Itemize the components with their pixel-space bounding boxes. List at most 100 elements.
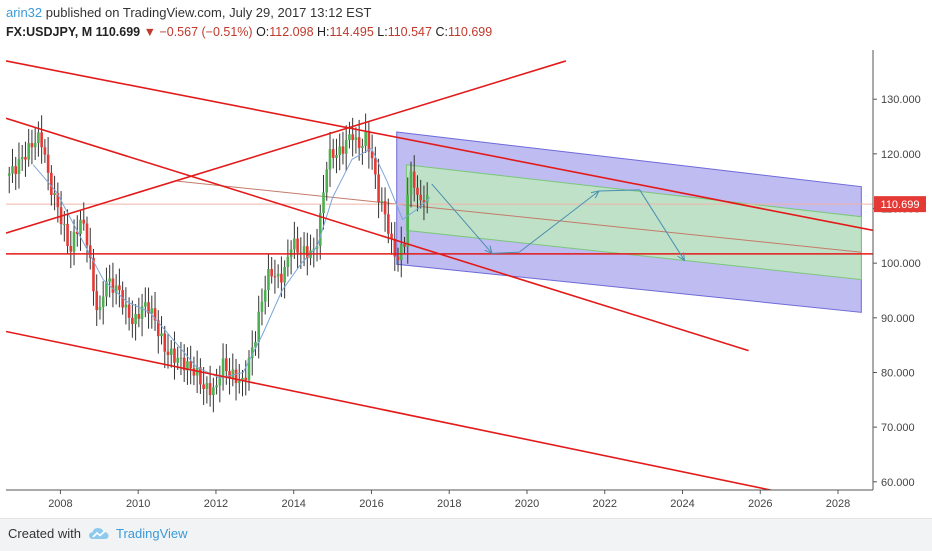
candle-body	[377, 174, 380, 203]
y-tick-label: 80.000	[881, 367, 915, 379]
candle-body	[380, 201, 384, 203]
candle-body	[335, 155, 338, 158]
y-tick-label: 60.000	[881, 477, 915, 489]
candle-body	[105, 281, 108, 297]
candle-body	[202, 384, 205, 390]
candle-body	[293, 238, 296, 250]
candle-body	[361, 145, 364, 148]
candle-body	[286, 256, 290, 268]
candle-body	[118, 285, 121, 291]
candle-body	[17, 159, 21, 175]
x-tick-label: 2010	[126, 498, 150, 510]
author-link[interactable]: arin32	[6, 5, 43, 20]
candle-body	[114, 285, 118, 293]
channel-median-line	[177, 180, 862, 253]
candle-body	[357, 137, 361, 148]
candle-body	[156, 320, 160, 337]
candle-body	[302, 246, 306, 255]
candle-body	[66, 223, 69, 246]
candle-body	[396, 256, 400, 261]
candle-body	[263, 290, 267, 302]
candle-body	[147, 302, 150, 314]
x-tick-label: 2022	[592, 498, 616, 510]
candle-body	[257, 311, 261, 342]
candle-body	[88, 245, 92, 258]
x-tick-label: 2020	[515, 498, 539, 510]
candle-body	[322, 192, 325, 214]
candle-body	[53, 192, 56, 196]
candle-body	[260, 301, 264, 312]
candle-body	[393, 238, 397, 257]
open-label: O:	[256, 25, 270, 39]
candle-body	[254, 341, 257, 348]
candle-body	[75, 231, 79, 234]
candle-body	[85, 223, 89, 246]
candle-body	[121, 290, 124, 308]
price-chart[interactable]: 60.00070.00080.00090.000100.000110.00012…	[0, 48, 932, 518]
candle-body	[134, 314, 137, 325]
candle-body	[189, 361, 192, 369]
candle-body	[182, 357, 186, 371]
x-tick-label: 2008	[48, 498, 72, 510]
candle-body	[419, 194, 423, 201]
candle-body	[237, 381, 241, 384]
candle-body	[37, 132, 40, 144]
candle-body	[69, 245, 73, 252]
candle-body	[176, 357, 180, 363]
candle-body	[131, 317, 134, 325]
candle-body	[7, 173, 11, 176]
candle-body	[50, 172, 53, 196]
high-label: H:	[317, 25, 330, 39]
candle-body	[341, 146, 345, 154]
candle-body	[40, 132, 43, 148]
candle-body	[390, 233, 393, 239]
x-tick-label: 2028	[826, 498, 850, 510]
candle-body	[192, 368, 196, 376]
candle-body	[205, 383, 209, 390]
candle-body	[82, 219, 86, 224]
candle-body	[273, 276, 277, 278]
candle-body	[364, 130, 367, 146]
projection-arrow	[598, 189, 640, 192]
candle-body	[72, 231, 76, 252]
candle-body	[98, 307, 102, 311]
projection-arrow	[431, 183, 493, 254]
candle-body	[244, 377, 248, 381]
high-value: 114.495	[329, 25, 374, 39]
candle-body	[231, 369, 235, 378]
candle-body	[296, 238, 299, 253]
candle-body	[144, 302, 147, 307]
candle-body	[351, 134, 354, 141]
candle-body	[27, 143, 30, 160]
candle-body	[153, 308, 157, 321]
y-tick-label: 100.000	[881, 258, 921, 270]
created-with-label: Created with	[8, 526, 81, 541]
candle-body	[173, 348, 176, 363]
candle-body	[247, 358, 251, 381]
candle-body	[234, 369, 238, 384]
x-tick-label: 2018	[437, 498, 461, 510]
candle-body	[325, 169, 329, 193]
candle-body	[95, 291, 99, 311]
candle-body	[92, 257, 95, 292]
x-tick-label: 2026	[748, 498, 772, 510]
trend-line	[6, 60, 873, 232]
candle-body	[212, 387, 215, 396]
candle-body	[338, 146, 342, 156]
symbol-quote: FX:USDJPY, M 110.699 ▼ −0.567 (−0.51%) O…	[6, 23, 492, 41]
candle-body	[267, 269, 270, 291]
candle-body	[101, 296, 105, 308]
candle-body	[33, 143, 37, 148]
low-value: 110.547	[387, 25, 432, 39]
candle-body	[354, 137, 358, 141]
candle-body	[280, 273, 283, 283]
candle-body	[199, 367, 202, 385]
candle-body	[318, 213, 322, 246]
tradingview-brand-link[interactable]: TradingView	[116, 526, 188, 541]
candle-body	[46, 154, 50, 173]
price-tag-label: 110.699	[881, 199, 920, 211]
projection-arrow	[639, 189, 685, 261]
candle-body	[169, 348, 173, 355]
footer-bar: Created with TradingView	[0, 518, 932, 551]
y-tick-label: 70.000	[881, 422, 915, 434]
